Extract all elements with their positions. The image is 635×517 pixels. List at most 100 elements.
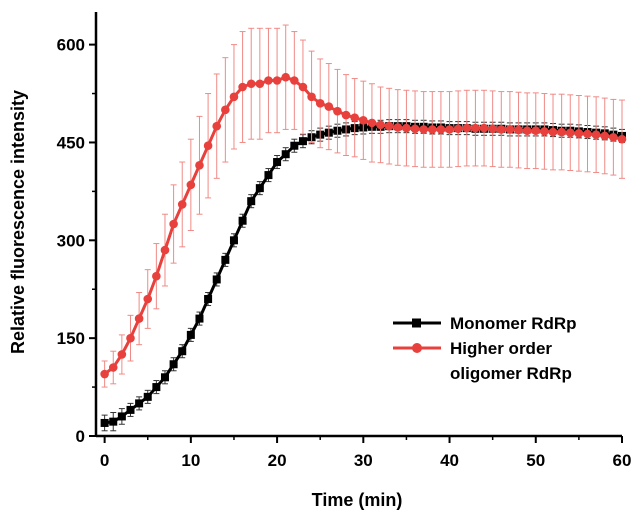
data-point <box>445 125 454 134</box>
x-tick-label: 10 <box>181 451 200 470</box>
x-tick-label: 20 <box>268 451 287 470</box>
data-point <box>109 418 117 426</box>
y-tick-label: 0 <box>76 427 85 446</box>
data-point <box>523 126 532 135</box>
data-point <box>316 99 325 108</box>
data-point <box>307 93 316 102</box>
legend-label-oligomer-line1: Higher order <box>450 339 552 358</box>
x-tick-label: 50 <box>526 451 545 470</box>
data-point <box>221 256 229 264</box>
data-point <box>100 370 109 379</box>
data-point <box>592 130 601 139</box>
data-point <box>152 383 160 391</box>
data-point <box>428 125 437 134</box>
data-point <box>411 124 420 133</box>
legend-label-oligomer: Higher order oligomer RdRp <box>450 339 572 383</box>
data-point <box>126 334 135 343</box>
legend-marker-oligomer <box>412 343 422 353</box>
y-axis-title: Relative fluorescence intensity <box>8 90 28 354</box>
data-point <box>187 181 196 190</box>
data-point <box>376 121 385 130</box>
data-point <box>238 83 247 92</box>
data-point <box>256 184 264 192</box>
data-point <box>333 107 342 116</box>
data-point <box>282 150 290 158</box>
data-point <box>299 137 307 145</box>
data-point <box>618 135 627 144</box>
data-point <box>566 128 575 137</box>
data-point <box>583 130 592 139</box>
data-point <box>161 373 169 381</box>
data-point <box>204 141 213 150</box>
data-point <box>497 125 506 134</box>
data-point <box>359 116 368 125</box>
data-point <box>531 126 540 135</box>
data-point <box>264 76 273 85</box>
y-tick-label: 150 <box>57 329 85 348</box>
legend-label-oligomer-line2: oligomer RdRp <box>450 364 572 383</box>
data-point <box>471 124 480 133</box>
data-point <box>264 171 272 179</box>
data-point <box>152 272 161 281</box>
data-point <box>221 106 230 115</box>
data-point <box>212 122 221 131</box>
data-point <box>299 83 308 92</box>
data-point <box>385 122 394 131</box>
data-point <box>230 93 239 102</box>
data-point <box>290 142 298 150</box>
x-axis: 0 10 20 30 40 50 60 <box>100 436 632 470</box>
x-axis-title: Time (min) <box>312 490 403 510</box>
data-point <box>281 73 290 82</box>
data-point <box>178 347 186 355</box>
x-tick-label: 60 <box>613 451 632 470</box>
data-point <box>247 197 255 205</box>
data-point <box>557 128 566 137</box>
data-point <box>575 129 584 138</box>
data-point <box>325 102 334 111</box>
data-point <box>239 217 247 225</box>
data-point <box>350 113 359 122</box>
legend-marker-monomer <box>412 319 421 328</box>
data-point <box>290 76 299 85</box>
data-point <box>488 124 497 133</box>
data-point <box>480 124 489 133</box>
data-point <box>506 125 515 134</box>
data-point <box>204 295 212 303</box>
data-point <box>170 360 178 368</box>
data-point <box>126 406 134 414</box>
data-point <box>118 412 126 420</box>
data-point <box>187 331 195 339</box>
data-point <box>454 124 463 133</box>
data-point <box>540 127 549 136</box>
data-point <box>230 236 238 244</box>
data-point <box>178 200 187 209</box>
data-point <box>514 126 523 135</box>
data-point <box>169 220 178 229</box>
data-point <box>135 314 144 323</box>
data-point <box>462 124 471 133</box>
x-tick-label: 40 <box>440 451 459 470</box>
data-point <box>109 363 118 372</box>
data-point <box>118 350 127 359</box>
legend: Monomer RdRp Higher order oligomer RdRp <box>393 314 577 383</box>
legend-label-monomer: Monomer RdRp <box>450 314 577 333</box>
y-axis: 0 150 300 450 600 <box>57 36 96 446</box>
data-point <box>101 419 109 427</box>
data-point <box>437 125 446 134</box>
y-tick-label: 300 <box>57 231 85 250</box>
data-point <box>273 158 281 166</box>
data-point <box>161 246 170 255</box>
data-point <box>273 76 282 85</box>
data-point <box>256 79 265 88</box>
data-point <box>368 119 377 128</box>
x-tick-label: 0 <box>100 451 109 470</box>
data-point <box>144 393 152 401</box>
data-point <box>419 125 428 134</box>
data-point <box>402 124 411 133</box>
data-point <box>213 275 221 283</box>
data-point <box>195 161 204 170</box>
data-point <box>609 133 618 142</box>
data-point <box>342 111 351 120</box>
series-monomer <box>101 120 626 431</box>
